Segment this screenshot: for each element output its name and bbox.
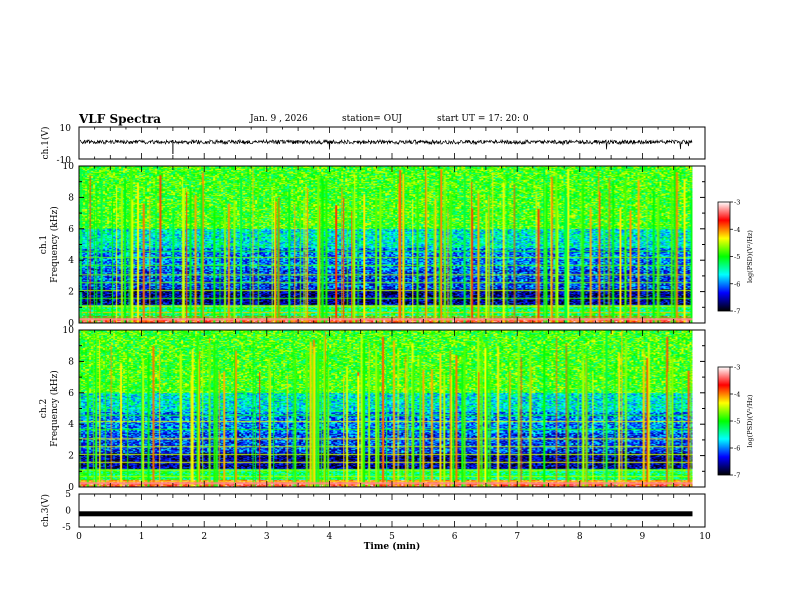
ch1-spectrogram-ytick-label: 10 [63, 162, 75, 172]
ch2-spectrogram-cb-tick-label: -3 [734, 364, 740, 372]
ch1-spectrogram-colorbar [717, 201, 731, 312]
x-ticks: 0 1 2 3 4 5 6 7 8 9 10 Time (min) [76, 127, 711, 552]
x-tick-label: 10 [699, 532, 711, 542]
ch2-spectrogram-cb-tick-label: -6 [734, 445, 740, 453]
x-tick-label: 4 [327, 532, 333, 542]
ch2-spectrogram-ytick-label: 6 [68, 389, 74, 399]
x-tick-label: 0 [76, 532, 82, 542]
ch1-spectrogram-cb-label: log(PSD)(V²/Hz) [746, 230, 754, 283]
ch1-spectrogram-ytick-label: 2 [68, 288, 74, 298]
ch3-ytick-label: -5 [62, 523, 71, 533]
ch2-spectrogram-ytick-label: 0 [68, 483, 74, 493]
ch3-ytick-label: 5 [65, 490, 71, 500]
ch2-spectrogram-cb-tick-label: -5 [734, 418, 740, 426]
ch1-ytick-label: -10 [57, 156, 72, 166]
ch3-ytick-label: 0 [65, 507, 71, 517]
ch1-spectrogram-cb-tick-label: -7 [734, 308, 740, 316]
x-tick-label: 1 [139, 532, 145, 542]
ch1-ytick-label: 10 [60, 124, 72, 134]
ch1-trace [79, 138, 693, 150]
x-tick-label: 8 [577, 532, 583, 542]
ch1-spectrogram-ytick-label: 4 [68, 256, 74, 266]
ch1-spectrogram-cb-tick-label: -3 [734, 199, 740, 207]
x-tick-label: 9 [640, 532, 646, 542]
ch3-waveform-panel: 5 0 -5 ch.3(V) [40, 490, 706, 533]
ch2-spectrogram-ytick-label: 10 [63, 326, 75, 336]
station-label: station= OUJ [342, 114, 403, 124]
ch2-spectrogram-ytick-label: 4 [68, 420, 74, 430]
ch1-spectrogram-ytick-label: 8 [68, 193, 74, 203]
x-tick-label: 2 [201, 532, 207, 542]
ch2-spectrogram-cb-tick-label: -7 [734, 472, 740, 480]
ch1-spectrogram-ylabel-freq: Frequency (kHz) [49, 206, 60, 283]
chart-title: VLF Spectra [79, 112, 162, 126]
ch1-waveform-panel: 10 -10 ch.1(V) [40, 124, 706, 166]
ch1-spectrogram-ytick-label: 0 [68, 319, 74, 329]
ch2-spectrogram-ylabel-channel: ch.2 [39, 399, 49, 418]
ch1-spectrogram-ytick-label: 6 [68, 225, 74, 235]
ch1-spectrogram-ylabel-channel: ch.1 [39, 235, 49, 254]
ch2-spectrogram-colorbar [717, 366, 731, 476]
x-tick-label: 6 [452, 532, 458, 542]
x-tick-label: 5 [389, 532, 395, 542]
ch2-spectrogram-ytick-label: 8 [68, 357, 74, 367]
ch1-spectrogram-cb-tick-label: -5 [734, 253, 740, 261]
ch3-ylabel: ch.3(V) [40, 494, 51, 527]
ch2-spectrogram-ylabel-freq: Frequency (kHz) [49, 370, 60, 447]
x-axis-label: Time (min) [364, 541, 421, 552]
start-time-label: start UT = 17: 20: 0 [437, 114, 529, 124]
ch1-spectrogram-cb-tick-label: -4 [734, 226, 740, 234]
ch2-spectrogram-panel: 0 2 4 6 8 10 ch.2 Frequency (kHz) -3 -4 -5 -6 -7 log(… [39, 326, 754, 493]
ch1-ylabel: ch.1(V) [40, 127, 51, 160]
ch1-spectrogram-cb-tick-label: -6 [734, 280, 740, 288]
date-label: Jan. 9 , 2026 [250, 114, 308, 124]
x-tick-label: 7 [514, 532, 520, 542]
x-tick-label: 3 [264, 532, 270, 542]
ch1-spectrogram-image [79, 166, 693, 323]
ch2-spectrogram-image [79, 330, 693, 487]
ch1-spectrogram-panel: 0 2 4 6 8 10 ch.1 Frequency (kHz) -3 -4 -5 -6 -7 log(… [39, 162, 754, 329]
ch2-spectrogram-ytick-label: 2 [68, 452, 74, 462]
ch3-trace [79, 511, 693, 517]
ch2-spectrogram-cb-label: log(PSD)(V²/Hz) [746, 394, 754, 447]
ch2-spectrogram-cb-tick-label: -4 [734, 391, 740, 399]
